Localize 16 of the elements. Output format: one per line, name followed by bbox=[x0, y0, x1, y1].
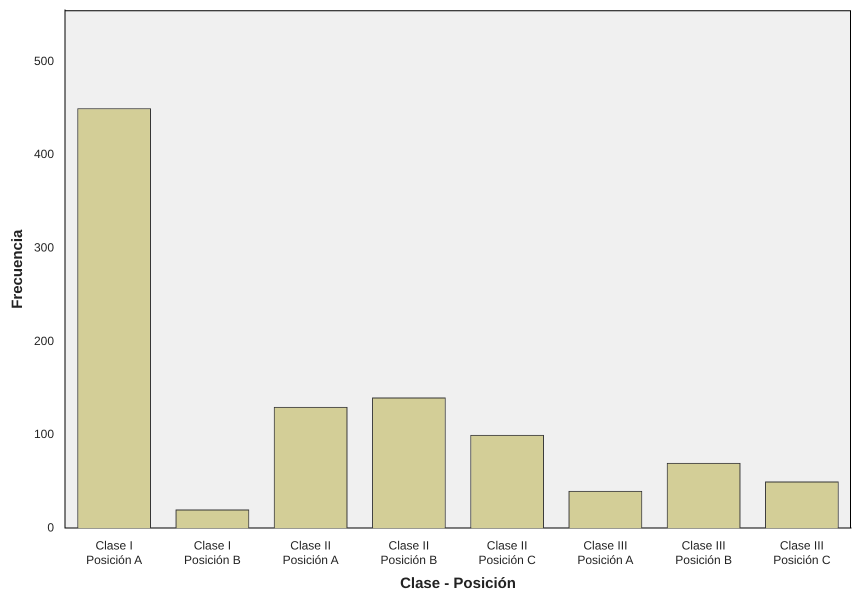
x-tick-label: Clase III Posición A bbox=[577, 538, 634, 568]
x-tick-label: Clase II Posición C bbox=[478, 538, 536, 568]
x-tick-label: Clase II Posición B bbox=[380, 538, 438, 568]
y-tick-label: 100 bbox=[34, 427, 54, 442]
y-tick-label: 200 bbox=[34, 334, 54, 348]
y-tick-label: 0 bbox=[47, 520, 54, 535]
y-tick-label: 500 bbox=[34, 54, 54, 68]
x-tick-label: Clase I Posición A bbox=[86, 538, 142, 568]
y-axis-title: Frecuencia bbox=[9, 228, 26, 309]
y-tick-label: 300 bbox=[34, 240, 54, 255]
x-tick-label: Clase I Posición B bbox=[184, 538, 241, 568]
x-tick-label: Clase III Posición B bbox=[675, 538, 732, 568]
x-tick-label: Clase II Posición A bbox=[282, 538, 339, 568]
y-tick-label: 400 bbox=[34, 147, 54, 162]
x-axis-title: Clase - Posición bbox=[400, 575, 516, 592]
x-tick-label: Clase III Posición C bbox=[773, 538, 831, 568]
